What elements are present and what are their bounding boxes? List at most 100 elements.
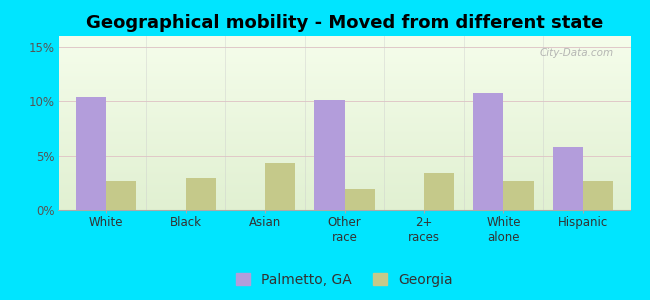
Bar <box>58 50 630 51</box>
Bar <box>58 91 630 92</box>
Bar <box>58 37 630 38</box>
Bar <box>58 85 630 86</box>
Bar <box>58 200 630 201</box>
Bar <box>58 187 630 188</box>
Bar <box>58 183 630 184</box>
Bar <box>58 151 630 152</box>
Bar <box>58 207 630 208</box>
Bar <box>58 169 630 170</box>
Bar <box>58 80 630 81</box>
Bar <box>58 85 630 86</box>
Bar <box>58 71 630 72</box>
Bar <box>58 102 630 103</box>
Bar <box>58 54 630 55</box>
Bar <box>58 177 630 178</box>
Bar <box>58 139 630 140</box>
Bar <box>58 106 630 107</box>
Bar <box>58 203 630 204</box>
Bar <box>58 196 630 197</box>
Bar <box>106 181 136 210</box>
Bar <box>58 119 630 120</box>
Bar <box>58 112 630 113</box>
Bar <box>58 127 630 128</box>
Bar <box>58 179 630 180</box>
Bar <box>58 176 630 177</box>
Bar <box>58 209 630 210</box>
Bar <box>58 68 630 69</box>
Bar <box>58 121 630 122</box>
Bar <box>58 158 630 159</box>
Bar <box>58 83 630 84</box>
Bar <box>58 46 630 47</box>
Bar <box>58 105 630 106</box>
Bar <box>58 57 630 58</box>
Bar <box>58 47 630 48</box>
Bar <box>58 160 630 161</box>
Bar <box>58 195 630 196</box>
Bar <box>58 94 630 95</box>
Bar <box>58 172 630 173</box>
Bar <box>58 159 630 160</box>
Bar <box>58 110 630 111</box>
Bar <box>58 146 630 147</box>
Bar <box>58 45 630 46</box>
Bar <box>58 142 630 143</box>
Bar <box>58 124 630 125</box>
Bar <box>58 107 630 108</box>
Bar <box>424 173 454 210</box>
Bar <box>58 43 630 44</box>
Bar <box>58 190 630 191</box>
Bar <box>58 182 630 183</box>
Bar <box>58 109 630 110</box>
Bar <box>58 116 630 117</box>
Bar <box>58 62 630 63</box>
Bar <box>58 81 630 82</box>
Bar <box>58 167 630 168</box>
Bar <box>58 152 630 153</box>
Bar <box>58 188 630 189</box>
Bar <box>58 36 630 37</box>
Bar <box>58 86 630 87</box>
Bar <box>58 40 630 41</box>
Bar <box>58 192 630 193</box>
Text: City-Data.com: City-Data.com <box>540 48 614 58</box>
Bar <box>58 193 630 194</box>
Bar <box>58 129 630 130</box>
Bar <box>58 100 630 101</box>
Bar <box>58 99 630 100</box>
Bar <box>58 63 630 64</box>
Bar <box>552 147 583 210</box>
Bar <box>58 52 630 53</box>
Bar <box>58 170 630 171</box>
Bar <box>58 75 630 76</box>
Bar <box>58 197 630 198</box>
Bar <box>58 199 630 200</box>
Bar <box>58 201 630 202</box>
Bar <box>58 38 630 39</box>
Bar <box>58 149 630 150</box>
Bar <box>58 175 630 176</box>
Bar <box>58 44 630 45</box>
Bar <box>58 59 630 60</box>
Bar <box>58 155 630 156</box>
Bar <box>58 87 630 88</box>
Bar <box>58 157 630 158</box>
Bar <box>58 208 630 209</box>
Bar <box>58 92 630 93</box>
Bar <box>58 147 630 148</box>
Bar <box>58 194 630 195</box>
Bar <box>58 67 630 68</box>
Bar <box>58 132 630 133</box>
Bar <box>58 164 630 165</box>
Bar <box>58 153 630 154</box>
Bar <box>58 41 630 42</box>
Bar <box>58 53 630 54</box>
Bar <box>58 163 630 164</box>
Legend: Palmetto, GA, Georgia: Palmetto, GA, Georgia <box>237 273 452 286</box>
Bar <box>58 96 630 97</box>
Bar <box>58 120 630 121</box>
Bar <box>58 191 630 192</box>
Bar <box>58 206 630 207</box>
Bar <box>58 128 630 129</box>
Bar <box>58 76 630 77</box>
